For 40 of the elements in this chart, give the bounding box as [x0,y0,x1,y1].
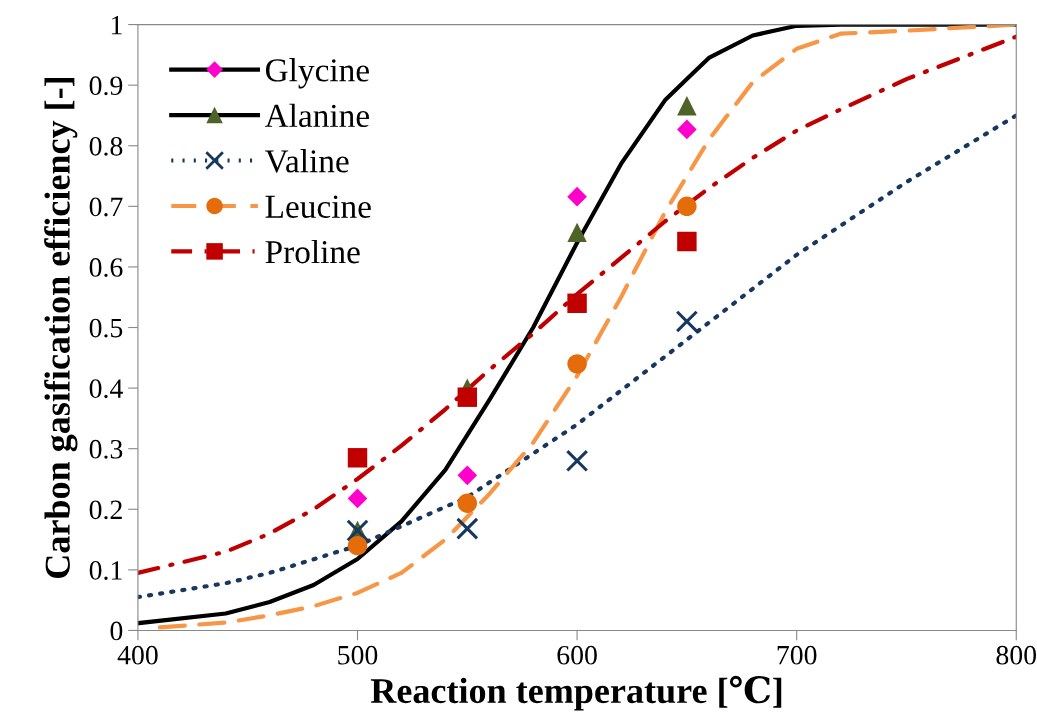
y-tick-label: 0.8 [89,136,123,156]
x-tick-label: 400 [117,645,158,665]
point [565,449,589,473]
y-axis-title: Carbon gasification efficiency [-] [44,77,78,578]
legend-label: Glycine [265,58,369,89]
legend-label: Proline [265,239,360,264]
point [567,354,587,374]
y-tick-label: 0.1 [89,561,122,580]
point [347,488,368,509]
point [456,517,479,540]
legend-label: Valine [264,149,349,173]
point [457,493,478,513]
point [677,119,697,140]
x-tick-label: 700 [777,645,817,665]
point [675,310,699,333]
point [567,293,587,314]
x-tick-label: 600 [557,645,597,665]
point [347,535,368,556]
point [677,196,697,217]
x-axis-title: Reaction temperature [℃] [370,675,782,711]
y-tick-label: 0 [110,621,123,641]
y-tick-label: 0.5 [89,318,123,338]
y-tick-label: 0.2 [89,500,122,520]
x-tick-label: 500 [338,645,378,665]
point [567,186,587,207]
point [457,387,478,407]
y-tick-label: 0.7 [89,197,123,217]
y-tick-label: 1 [111,15,122,35]
point [677,231,697,252]
y-tick-label: 0.3 [89,439,123,459]
point [457,465,478,486]
y-tick-label: 0.4 [89,379,123,399]
x-tick-label: 800 [996,645,1037,665]
y-tick-label: 0.6 [89,258,123,277]
point [347,448,368,468]
point [567,222,587,243]
legend-label: Alanine [264,103,369,128]
point [677,96,697,116]
legend-label: Leucine [265,195,371,218]
y-tick-label: 0.9 [89,76,123,96]
